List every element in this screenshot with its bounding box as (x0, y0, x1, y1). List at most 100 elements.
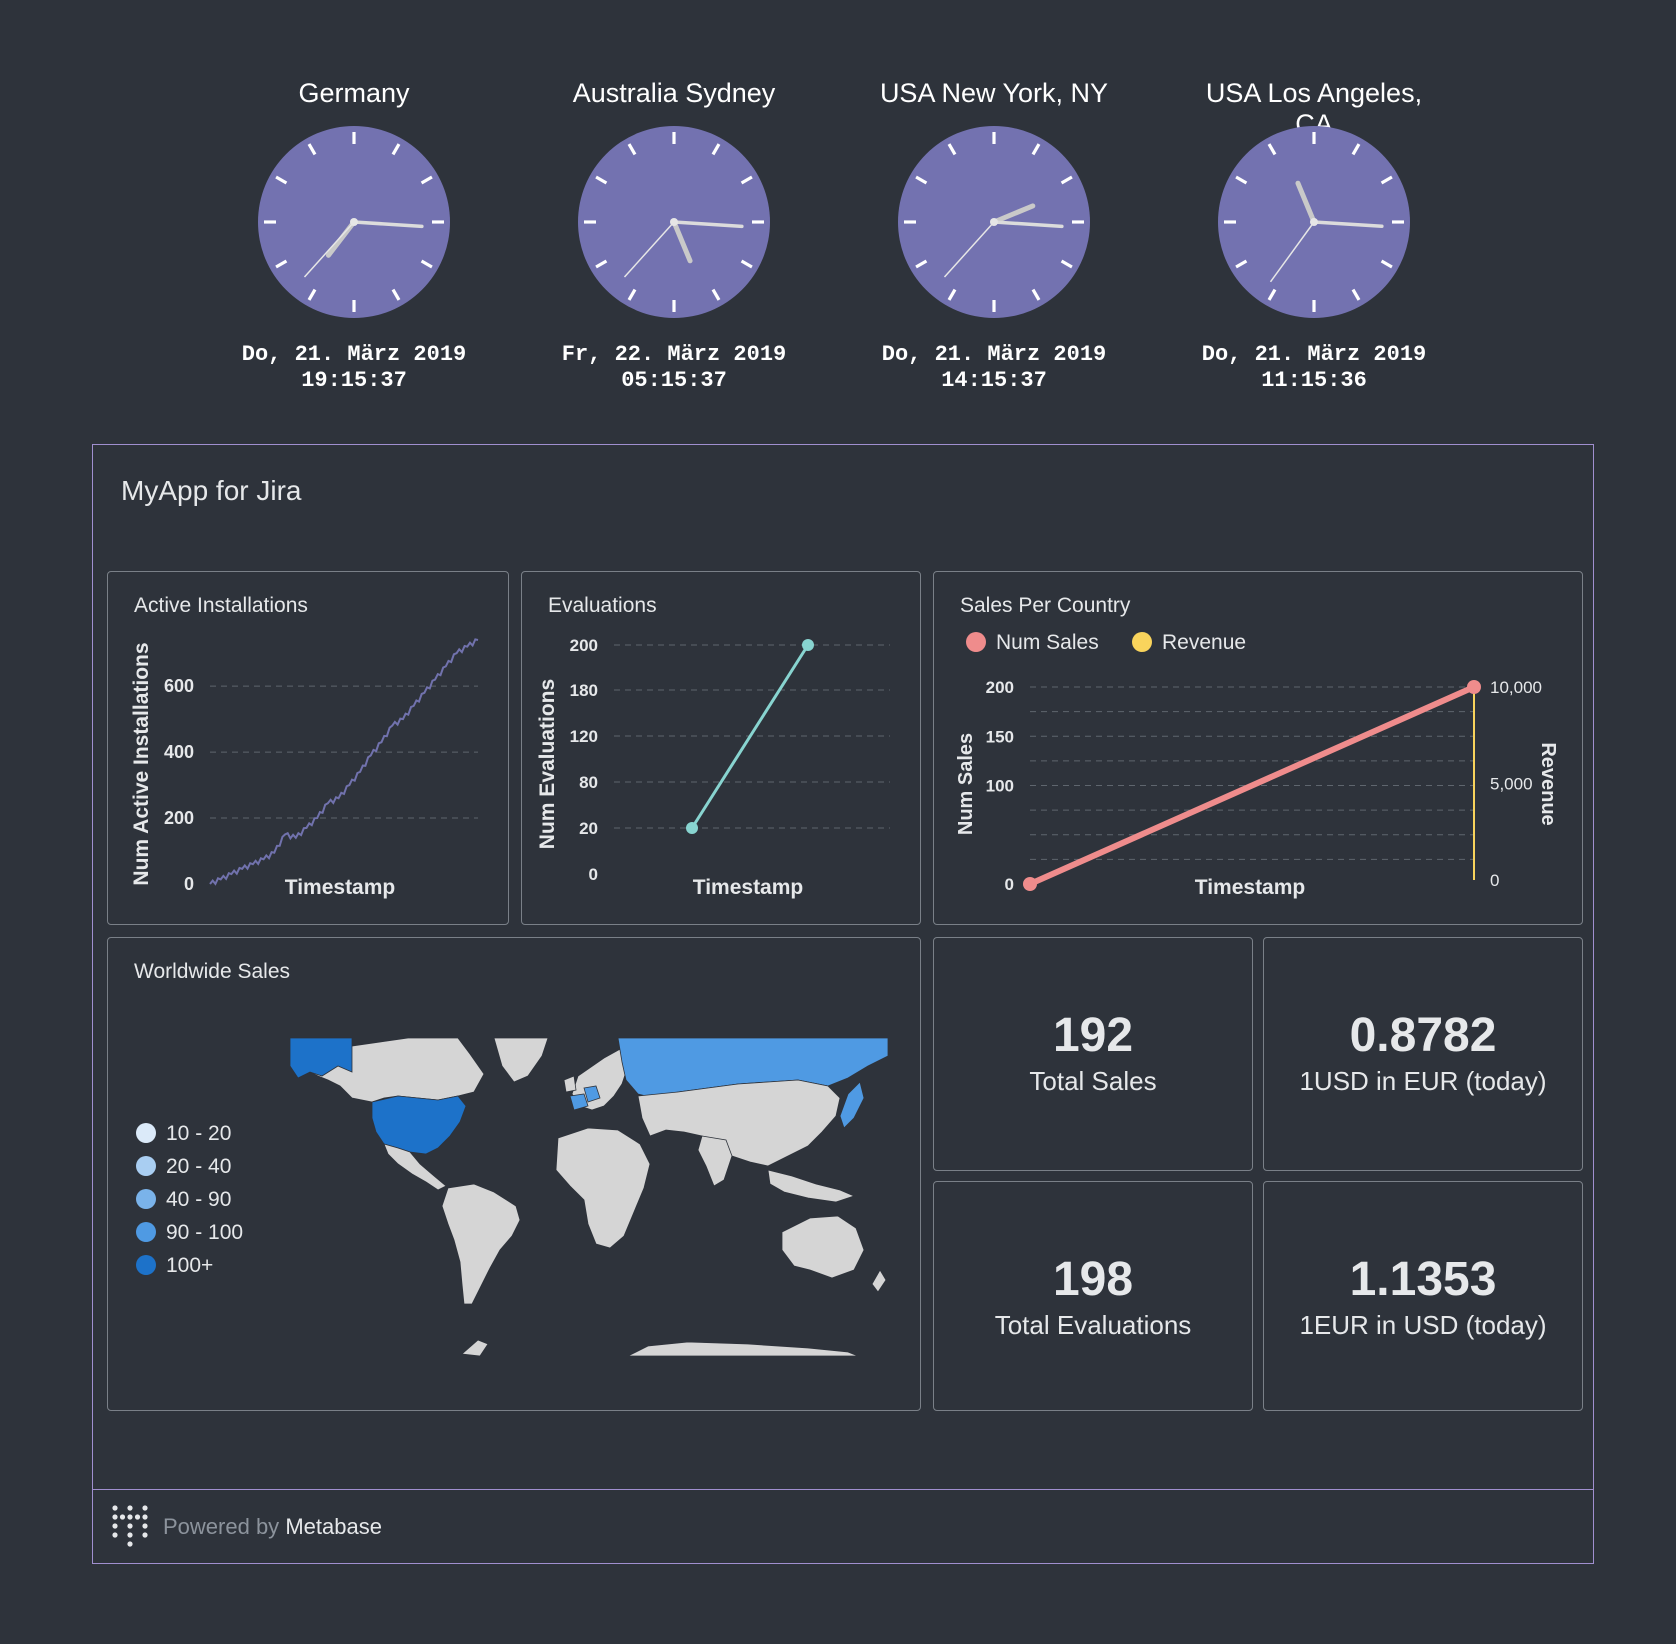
clock-tick (595, 259, 608, 269)
x-axis-label: Timestamp (1195, 876, 1306, 899)
clock-tick (1267, 288, 1277, 301)
map-legend-item: 90 - 100 (136, 1221, 243, 1245)
map-south-america (441, 1183, 521, 1305)
data-point (1467, 680, 1481, 694)
powered-by-link[interactable]: Powered by Metabase (163, 1514, 382, 1540)
scalar-value[interactable]: 1.1353 (1349, 1253, 1497, 1306)
scalar-value[interactable]: 192 (1052, 1009, 1134, 1062)
clock-second-hand (303, 221, 355, 278)
map-australia (781, 1215, 865, 1279)
world-map[interactable] (288, 1036, 888, 1356)
scalar-label[interactable]: 1EUR in USD (today) (1299, 1310, 1547, 1340)
card-title[interactable]: Evaluations (548, 594, 657, 617)
clock-tick (1235, 259, 1248, 269)
scalar-label[interactable]: 1USD in EUR (today) (1299, 1066, 1547, 1096)
y-right-tick-label: 0 (1490, 871, 1499, 890)
evaluations-card[interactable]: Evaluations 0 20 80 120 180 200 Timestamp Num E… (521, 571, 921, 925)
clock-face-icon (898, 126, 1090, 318)
clock-tick (1380, 259, 1393, 269)
clock-second-hand (623, 221, 675, 278)
y-tick-label: 0 (1005, 875, 1014, 894)
clock-time: 05:15:37 (621, 368, 727, 393)
clock-center (1310, 218, 1318, 226)
map-india (697, 1135, 733, 1187)
usd-in-eur-card[interactable]: 0.8782 1USD in EUR (today) (1263, 937, 1583, 1171)
metabase-brand: Metabase (285, 1514, 382, 1539)
y-tick-label: 150 (986, 727, 1014, 746)
clock-hour-hand (671, 219, 693, 264)
legend-dot-icon (136, 1123, 156, 1143)
clock-second-hand (943, 221, 995, 278)
map-usa (371, 1095, 467, 1155)
clock-tick (595, 175, 608, 185)
map-uk (563, 1075, 577, 1093)
y-tick-label: 0 (589, 865, 598, 884)
legend-dot-icon (136, 1189, 156, 1209)
legend-label: 10 - 20 (166, 1122, 232, 1145)
scalar-value[interactable]: 0.8782 (1349, 1009, 1497, 1062)
legend-label: Revenue (1162, 631, 1247, 654)
legend-label: 100+ (166, 1254, 214, 1277)
clock-face-icon (578, 126, 770, 318)
clock-center (990, 218, 998, 226)
clock-tick (627, 288, 637, 301)
dashboard: MyApp for Jira Active Installations 0 200… (92, 444, 1594, 1564)
worldwide-sales-card[interactable]: Worldwide Sales 10 - 20 20 - 40 40 - 90 90 … (107, 937, 921, 1411)
y-right-tick-label: 5,000 (1490, 775, 1533, 794)
clock-city: Australia Sydney (572, 78, 776, 108)
footer: Powered by Metabase (93, 1489, 1593, 1563)
map-new-zealand (871, 1269, 887, 1293)
clock-tick (307, 288, 317, 301)
legend-dot-icon (136, 1156, 156, 1176)
map-legend-item: 40 - 90 (136, 1188, 231, 1212)
y-tick-label: 400 (164, 742, 194, 762)
x-axis-label: Timestamp (285, 876, 396, 899)
sales-per-country-chart: 0 100 150 200 0 5,000 10,000 Timestamp Num Sales… (955, 678, 1559, 899)
map-france (569, 1093, 589, 1111)
clock-time: 19:15:37 (301, 368, 407, 393)
active-installations-card[interactable]: Active Installations 0 200 400 600 Timestamp… (107, 571, 509, 925)
legend-dot-icon (136, 1222, 156, 1242)
scalar-label[interactable]: Total Sales (1029, 1066, 1157, 1096)
scalar-value[interactable]: 198 (1052, 1253, 1134, 1306)
legend-num-sales[interactable]: Num Sales (966, 631, 1099, 655)
y-tick-label: 80 (579, 773, 598, 792)
clock-time: 14:15:37 (941, 368, 1047, 393)
active-installations-line (209, 638, 479, 886)
eur-in-usd-card[interactable]: 1.1353 1EUR in USD (today) (1263, 1181, 1583, 1411)
map-alaska (289, 1037, 353, 1079)
clock-time: 11:15:36 (1261, 368, 1367, 393)
clock-tick (275, 175, 288, 185)
world-clocks: Germany Do, 21. März 2019 19:15:37 Austr… (0, 0, 1676, 420)
legend-label: 20 - 40 (166, 1155, 232, 1178)
card-title[interactable]: Active Installations (134, 594, 308, 617)
evaluations-line (690, 644, 810, 829)
legend-revenue[interactable]: Revenue (1132, 631, 1246, 655)
clock-minute-hand (992, 220, 1064, 229)
clock-city: USA Los Angeles, CA (1205, 78, 1423, 139)
legend-label: Num Sales (996, 631, 1099, 654)
y-tick-label: 20 (579, 819, 598, 838)
y-right-tick-label: 10,000 (1490, 678, 1542, 697)
total-evaluations-card[interactable]: 198 Total Evaluations (933, 1181, 1253, 1411)
y-axis-label: Num Active Installations (130, 642, 153, 885)
clock-minute-hand (352, 220, 424, 229)
map-mexico-central (383, 1143, 447, 1191)
num-sales-line (1027, 684, 1477, 887)
evaluations-chart: 0 20 80 120 180 200 Timestamp Num Evaluations (536, 636, 890, 899)
total-sales-card[interactable]: 192 Total Sales (933, 937, 1253, 1171)
map-greenland (493, 1037, 549, 1083)
map-africa (555, 1127, 651, 1249)
map-antarctica (627, 1341, 859, 1356)
legend-dot-icon (1132, 632, 1152, 652)
y-right-axis-label: Revenue (1537, 742, 1559, 825)
card-title[interactable]: Worldwide Sales (134, 960, 291, 983)
clock-date: Fr, 22. März 2019 (561, 342, 787, 367)
clock-hour-hand (1295, 180, 1317, 225)
metabase-logo-icon[interactable] (111, 1504, 149, 1548)
data-point (1023, 877, 1037, 891)
clock-tick (711, 288, 721, 301)
sales-per-country-card[interactable]: Sales Per Country Num Sales Revenue 0 100… (933, 571, 1583, 925)
card-title[interactable]: Sales Per Country (960, 594, 1131, 617)
scalar-label[interactable]: Total Evaluations (994, 1310, 1192, 1340)
